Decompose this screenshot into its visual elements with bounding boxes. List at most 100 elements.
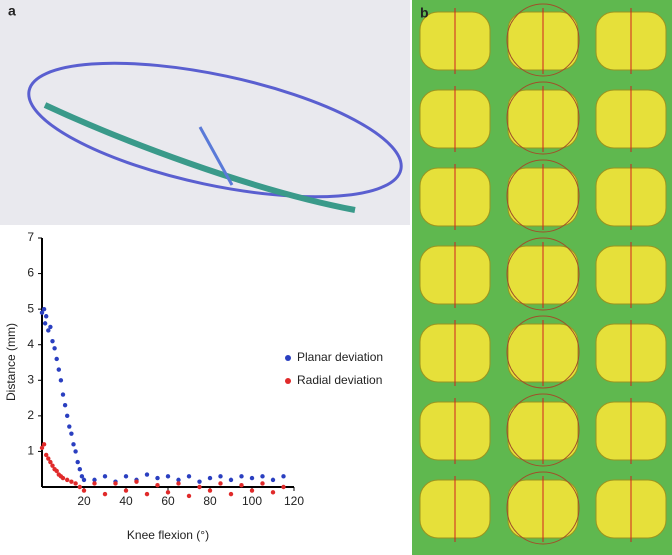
point xyxy=(270,477,276,483)
point xyxy=(249,475,255,481)
point xyxy=(65,413,70,419)
point xyxy=(186,474,192,479)
y-axis-label: Distance (mm) xyxy=(4,323,18,401)
point xyxy=(62,402,68,408)
point xyxy=(92,481,97,486)
legend-label: Radial deviation xyxy=(297,373,382,387)
point xyxy=(60,475,66,481)
point xyxy=(249,488,255,493)
y-tick-label: 7 xyxy=(27,230,34,244)
point xyxy=(48,459,53,465)
point xyxy=(52,346,57,351)
axis-vector xyxy=(198,126,234,186)
x-tick-label: 100 xyxy=(242,494,262,508)
point xyxy=(176,481,181,486)
x-tick-label: 60 xyxy=(161,494,175,508)
point xyxy=(71,442,76,447)
point xyxy=(123,488,129,493)
point xyxy=(50,338,55,344)
point xyxy=(54,356,59,362)
point xyxy=(155,475,160,481)
ring xyxy=(506,81,580,155)
x-axis-label: Knee flexion (°) xyxy=(127,528,209,542)
trace xyxy=(43,102,356,213)
point xyxy=(144,491,150,497)
point xyxy=(207,488,213,493)
point xyxy=(73,481,78,486)
point xyxy=(239,483,244,488)
point xyxy=(144,472,150,477)
point xyxy=(260,474,265,479)
point xyxy=(207,475,213,481)
point xyxy=(123,474,129,479)
legend-marker xyxy=(285,378,291,384)
point xyxy=(134,479,139,484)
ring xyxy=(506,393,580,467)
point xyxy=(102,474,108,479)
point xyxy=(155,483,160,488)
point xyxy=(67,424,72,429)
point xyxy=(39,445,45,451)
point xyxy=(69,479,74,484)
ring xyxy=(506,159,580,233)
point xyxy=(176,477,181,483)
point xyxy=(239,474,244,479)
x-tick-label: 120 xyxy=(284,494,304,508)
point xyxy=(81,477,87,483)
point xyxy=(42,321,48,326)
ring xyxy=(506,237,580,311)
point xyxy=(165,474,171,479)
point xyxy=(56,367,61,372)
bone-grid xyxy=(419,3,667,545)
point xyxy=(113,481,118,486)
legend-marker xyxy=(285,355,291,361)
y-tick-label: 4 xyxy=(27,337,34,351)
x-tick-label: 80 xyxy=(203,494,217,508)
point xyxy=(60,392,66,397)
ring xyxy=(506,315,580,389)
point xyxy=(81,488,87,493)
y-tick-label: 5 xyxy=(27,301,34,315)
ring xyxy=(506,471,580,545)
point xyxy=(281,484,286,490)
point xyxy=(165,490,171,495)
panel-label: b xyxy=(420,5,429,21)
point xyxy=(75,459,80,465)
legend-label: Planar deviation xyxy=(297,350,383,364)
point xyxy=(218,474,223,479)
point xyxy=(46,456,51,461)
point xyxy=(65,477,70,483)
point xyxy=(197,479,202,484)
point xyxy=(197,484,202,490)
point xyxy=(46,328,51,333)
point xyxy=(54,468,59,474)
y-tick-label: 2 xyxy=(27,408,34,422)
y-tick-label: 3 xyxy=(27,372,34,386)
y-tick-label: 1 xyxy=(27,444,34,458)
point xyxy=(218,481,223,486)
point xyxy=(270,490,276,495)
point xyxy=(44,314,49,319)
point xyxy=(79,474,85,479)
point xyxy=(228,477,234,483)
point xyxy=(102,491,108,497)
point xyxy=(281,474,286,479)
x-tick-label: 40 xyxy=(119,494,133,508)
y-tick-label: 6 xyxy=(27,266,34,280)
point xyxy=(41,306,47,312)
x-tick-label: 20 xyxy=(77,494,91,508)
point xyxy=(69,431,74,436)
circle-fit xyxy=(27,61,403,199)
point xyxy=(41,442,47,447)
point xyxy=(92,477,97,483)
ring xyxy=(506,3,580,77)
point xyxy=(260,481,265,486)
point xyxy=(58,378,64,383)
point xyxy=(77,467,83,472)
panel-label: a xyxy=(8,3,16,19)
point xyxy=(73,449,78,454)
point xyxy=(44,452,49,458)
point xyxy=(48,324,53,330)
